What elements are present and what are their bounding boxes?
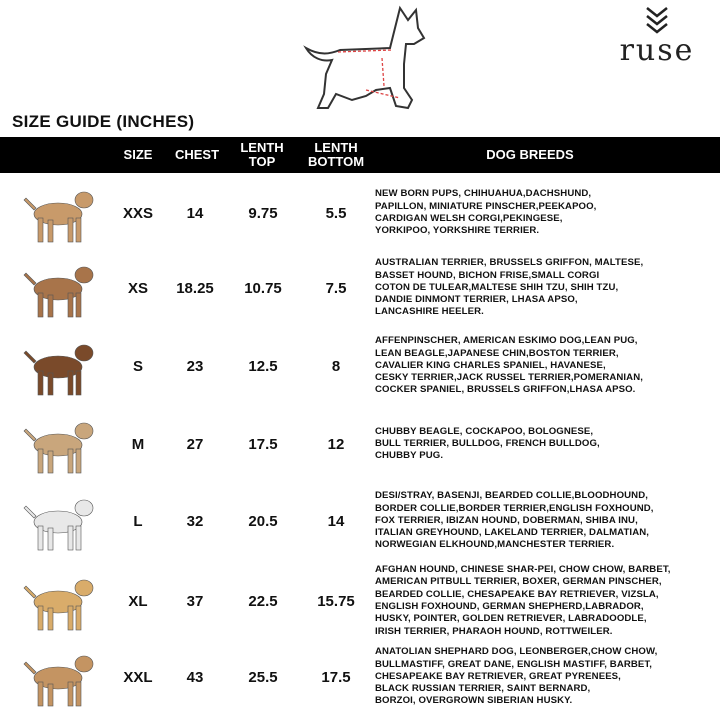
header-chest: CHEST: [174, 147, 220, 162]
breed-line: AUSTRALIAN TERRIER, BRUSSELS GRIFFON, MA…: [375, 257, 644, 269]
chest-value: 43: [186, 669, 204, 686]
dog-breeds-list: ANATOLIAN SHEPHARD DOG, LEONBERGER,CHOW …: [375, 646, 657, 707]
breed-line: CHUBBY PUG.: [375, 450, 444, 462]
length-top-value: 12.5: [248, 358, 278, 375]
breed-line: COTON DE TULEAR,MALTESE SHIH TZU, SHIH T…: [375, 281, 619, 293]
length-top-value: 20.5: [248, 513, 278, 530]
dog-breeds-list: AFGHAN HOUND, CHINESE SHAR-PEI, CHOW CHO…: [375, 564, 670, 638]
size-value: XXL: [123, 669, 153, 686]
dog-photo-beagle: [18, 333, 102, 399]
table-row: L 32 20.5 14 DESI/STRAY, BASENJI, BEARDED CO…: [0, 481, 720, 561]
length-top-value: 17.5: [248, 436, 278, 453]
breed-line: HUSKY, POINTER, GOLDEN RETRIEVER, LABRAD…: [375, 613, 647, 625]
table-row: XL 37 22.5 15.75 AFGHAN HOUND, CHINESE SHAR-…: [0, 561, 720, 641]
breed-line: BEARDED COLLIE, CHESAPEAKE BAY RETRIEVER…: [375, 588, 659, 600]
breed-line: ANATOLIAN SHEPHARD DOG, LEONBERGER,CHOW …: [375, 646, 658, 658]
size-value: XL: [128, 593, 148, 610]
table-row: XXS 14 9.75 5.5 NEW BORN PUPS, CHIHUAHUA,DAC…: [0, 173, 720, 253]
chest-value: 37: [186, 593, 204, 610]
breed-line: COCKER SPANIEL, BRUSSELS GRIFFON,LHASA A…: [375, 384, 636, 396]
length-bottom-value: 5.5: [325, 205, 347, 222]
length-bottom-value: 15.75: [317, 593, 355, 610]
table-row: XS 18.25 10.75 7.5 AUSTRALIAN TERRIER, BRUSS…: [0, 248, 720, 328]
breed-line: ITALIAN GREYHOUND, LAKELAND TERRIER, DAL…: [375, 527, 650, 539]
dog-photo-dalmatian: [18, 488, 102, 554]
dog-breeds-list: AFFENPINSCHER, AMERICAN ESKIMO DOG,LEAN …: [375, 335, 643, 396]
length-bottom-value: 12: [327, 436, 345, 453]
length-bottom-value: 7.5: [325, 280, 347, 297]
breed-line: FOX TERRIER, IBIZAN HOUND, DOBERMAN, SHI…: [375, 514, 638, 526]
dog-photo-shih-tzu: [18, 255, 102, 321]
header-size: SIZE: [123, 147, 153, 162]
breed-line: LANCASHIRE HEELER.: [375, 306, 484, 318]
page-title: SIZE GUIDE (INCHES): [12, 112, 195, 131]
breed-line: CHUBBY BEAGLE, COCKAPOO, BOLOGNESE,: [375, 425, 594, 437]
dog-breeds-list: DESI/STRAY, BASENJI, BEARDED COLLIE,BLOO…: [375, 490, 654, 551]
breed-line: BORZOI, OVERGROWN SIBERIAN HUSKY.: [375, 695, 573, 707]
breed-line: BULLMASTIFF, GREAT DANE, ENGLISH MASTIFF…: [375, 658, 653, 670]
breed-line: ENGLISH FOXHOUND, GERMAN SHEPHERD,LABRAD…: [375, 600, 644, 612]
length-bottom-value: 8: [331, 358, 341, 375]
length-top-value: 25.5: [248, 669, 278, 686]
chest-value: 18.25: [176, 280, 214, 297]
chest-value: 23: [186, 358, 204, 375]
chest-value: 14: [186, 205, 204, 222]
length-bottom-value: 17.5: [321, 669, 351, 686]
length-top-value: 22.5: [248, 593, 278, 610]
breed-line: YORKIPOO, YORKSHIRE TERRIER.: [375, 225, 540, 237]
breed-line: DESI/STRAY, BASENJI, BEARDED COLLIE,BLOO…: [375, 490, 649, 502]
length-bottom-value: 14: [327, 513, 345, 530]
breed-line: CHESAPEAKE BAY RETRIEVER, GREAT PYRENEES…: [375, 670, 621, 682]
breed-line: BULL TERRIER, BULLDOG, FRENCH BULLDOG,: [375, 437, 600, 449]
breed-line: BASSET HOUND, BICHON FRISE,SMALL CORGI: [375, 269, 600, 281]
header-length-top: LENTH TOP: [240, 140, 284, 169]
brand-logo: ruse: [612, 6, 702, 66]
table-row: M 27 17.5 12 CHUBBY BEAGLE, COCKAPOO, BOLOGN…: [0, 404, 720, 484]
breed-line: LEAN BEAGLE,JAPANESE CHIN,BOSTON TERRIER…: [375, 347, 619, 359]
chest-value: 27: [186, 436, 204, 453]
breed-line: BORDER COLLIE,BORDER TERRIER,ENGLISH FOX…: [375, 502, 654, 514]
table-row: S 23 12.5 8 AFFENPINSCHER, AMERICAN ESKIMO D…: [0, 326, 720, 406]
header-dog-breeds: DOG BREEDS: [486, 147, 574, 162]
length-top-value: 9.75: [248, 205, 278, 222]
table-header: SIZE CHEST LENTH TOP LENTH BOTTOM DOG BR…: [0, 137, 720, 173]
dog-breeds-list: AUSTRALIAN TERRIER, BRUSSELS GRIFFON, MA…: [375, 257, 643, 318]
breed-line: AFFENPINSCHER, AMERICAN ESKIMO DOG,LEAN …: [375, 335, 638, 347]
dog-photo-great-dane: [18, 644, 102, 710]
breed-line: BLACK RUSSIAN TERRIER, SAINT BERNARD,: [375, 683, 591, 695]
dog-breeds-list: NEW BORN PUPS, CHIHUAHUA,DACHSHUND, PAPIL…: [375, 188, 596, 237]
dog-breeds-list: CHUBBY BEAGLE, COCKAPOO, BOLOGNESE, BULL …: [375, 426, 600, 463]
size-value: XS: [127, 280, 148, 297]
dog-measurement-diagram: [300, 4, 430, 121]
size-value: M: [131, 436, 145, 453]
size-value: L: [133, 513, 143, 530]
breed-line: AMERICAN PITBULL TERRIER, BOXER, GERMAN …: [375, 576, 662, 588]
table-row: XXL 43 25.5 17.5 ANATOLIAN SHEPHARD DOG, LEO…: [0, 637, 720, 717]
chevron-logo-icon: [646, 7, 668, 34]
dog-photo-chihuahua: [18, 180, 102, 246]
breed-line: NEW BORN PUPS, CHIHUAHUA,DACHSHUND,: [375, 188, 592, 200]
header-length-bottom: LENTH BOTTOM: [307, 140, 365, 169]
dog-photo-pug: [18, 411, 102, 477]
chest-value: 32: [186, 513, 204, 530]
breed-line: PAPILLON, MINIATURE PINSCHER,PEEKAPOO,: [375, 200, 597, 212]
logo-text: ruse: [619, 33, 695, 68]
dog-photo-golden-retriever: [18, 568, 102, 634]
size-value: S: [132, 358, 143, 375]
size-value: XXS: [122, 205, 153, 222]
breed-line: CARDIGAN WELSH CORGI,PEKINGESE,: [375, 212, 563, 224]
breed-line: CESKY TERRIER,JACK RUSSEL TERRIER,POMERA…: [375, 372, 644, 384]
breed-line: CAVALIER KING CHARLES SPANIEL, HAVANESE,: [375, 359, 606, 371]
breed-line: NORWEGIAN ELKHOUND,MANCHESTER TERRIER.: [375, 539, 615, 551]
breed-line: AFGHAN HOUND, CHINESE SHAR-PEI, CHOW CHO…: [375, 564, 671, 576]
length-top-value: 10.75: [244, 280, 282, 297]
breed-line: IRISH TERRIER, PHARAOH HOUND, ROTTWEILER…: [375, 625, 613, 637]
breed-line: DANDIE DINMONT TERRIER, LHASA APSO,: [375, 294, 578, 306]
